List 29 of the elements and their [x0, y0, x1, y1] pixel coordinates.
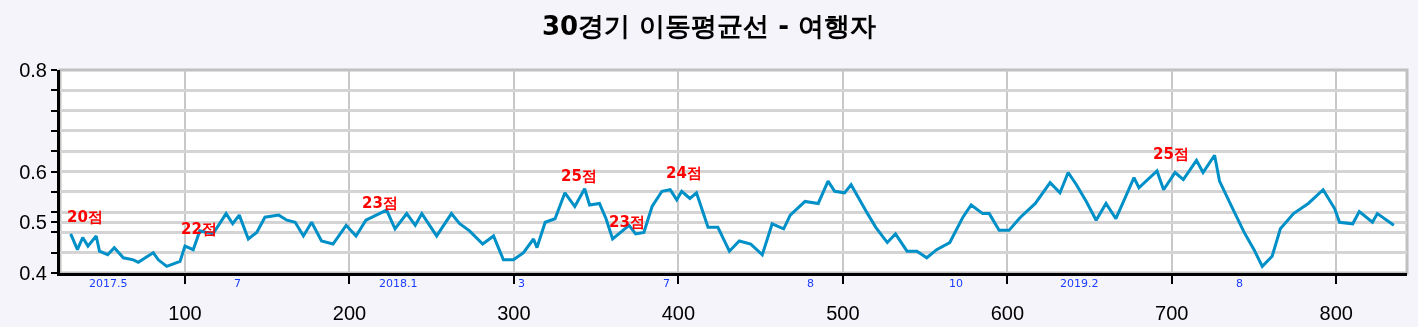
- text: 7: [663, 277, 670, 290]
- text: 8: [807, 277, 814, 290]
- x-tick-label: 500: [826, 302, 860, 324]
- text: 2019.2: [1060, 277, 1099, 290]
- x-tick-label: 800: [1319, 302, 1353, 324]
- y-tick-label: 0.4: [19, 262, 47, 284]
- x-tick-label: 600: [990, 302, 1025, 324]
- annotation: 25점: [561, 167, 597, 185]
- annotation: 25점: [1153, 145, 1189, 163]
- annotation: 20점: [67, 208, 103, 226]
- annotation: 24점: [666, 164, 702, 182]
- annotation: 23점: [362, 194, 398, 212]
- annotation: 23점: [609, 213, 645, 231]
- x-tick-label: 300: [497, 302, 531, 324]
- y-tick-label: 0.8: [19, 59, 47, 81]
- text: 10: [949, 277, 963, 290]
- chart-title: 30경기 이동평균선 - 여행자: [541, 10, 877, 41]
- text: 3: [518, 277, 525, 290]
- annotation: 22점: [181, 220, 217, 238]
- text: 7: [234, 277, 241, 290]
- y-tick-label: 0.5: [19, 211, 47, 234]
- text: 2018.1: [379, 277, 418, 290]
- x-tick-label: 100: [168, 302, 202, 324]
- text: 2017.5: [89, 277, 128, 290]
- y-tick-label: 0.6: [19, 160, 47, 183]
- x-tick-label: 700: [1155, 302, 1189, 324]
- text: 8: [1236, 277, 1243, 290]
- x-tick-label: 400: [661, 302, 696, 324]
- x-tick-label: 200: [332, 302, 367, 324]
